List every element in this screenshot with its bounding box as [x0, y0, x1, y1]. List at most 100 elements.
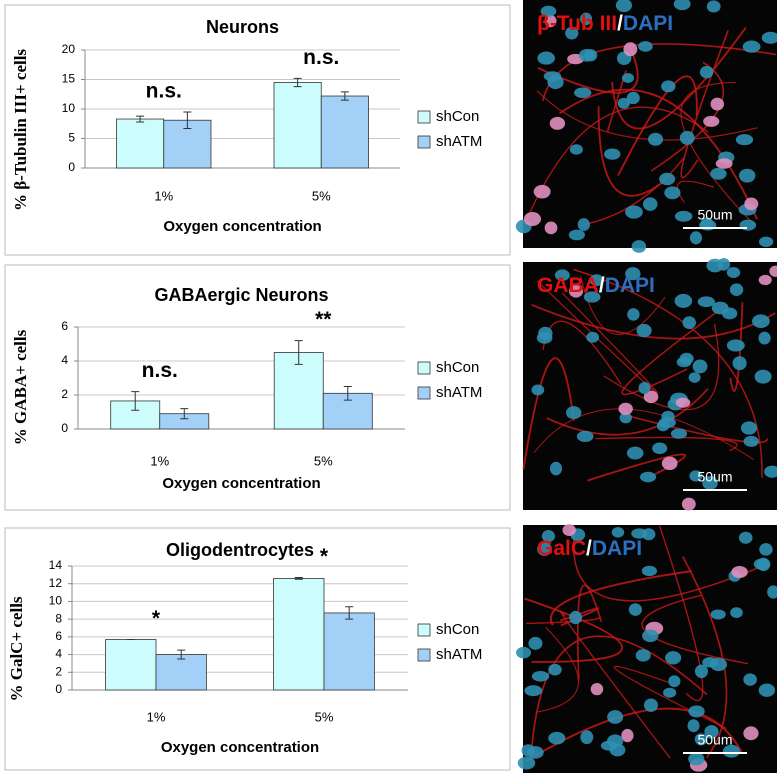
y-tick-label: 6 — [55, 629, 62, 643]
nucleus — [565, 406, 582, 420]
nucleus — [642, 528, 656, 541]
neurite — [597, 106, 666, 197]
nucleus — [738, 168, 756, 183]
stain-separator: / — [586, 537, 592, 560]
neurite — [559, 610, 671, 759]
nucleus — [661, 456, 678, 471]
bar — [323, 612, 375, 691]
nucleus — [642, 197, 658, 211]
neurite — [537, 47, 639, 94]
neurite — [676, 180, 715, 203]
error-bar — [345, 606, 354, 620]
nucleus — [726, 339, 745, 352]
stain-counterstain: DAPI — [623, 12, 673, 35]
nucleus — [638, 41, 653, 52]
legend-swatch — [417, 386, 431, 400]
error-bar — [136, 115, 145, 123]
nucleus — [742, 40, 761, 53]
nucleus — [626, 446, 644, 460]
nucleus — [531, 671, 550, 682]
neurite — [621, 303, 728, 396]
nucleus — [617, 97, 630, 109]
legend-label: shCon — [436, 108, 479, 125]
neurite — [613, 665, 727, 729]
stain-separator: / — [599, 274, 605, 297]
y-tick-label: 14 — [49, 558, 63, 572]
nucleus — [527, 746, 544, 759]
bar — [273, 578, 325, 691]
nucleus — [689, 231, 703, 245]
nucleus — [590, 683, 604, 696]
nucleus — [568, 229, 585, 241]
nucleus — [697, 296, 715, 308]
nucleus — [589, 274, 604, 287]
y-tick-label: 8 — [55, 611, 62, 625]
nucleus — [618, 402, 633, 415]
neurite — [611, 27, 747, 130]
nucleus — [702, 476, 718, 490]
nucleus — [710, 609, 726, 620]
neurite — [572, 532, 770, 602]
error-bar — [177, 649, 186, 660]
nucleus — [687, 719, 700, 733]
nucleus — [517, 756, 536, 770]
error-bar — [340, 91, 349, 101]
nucleus — [641, 565, 657, 577]
y-tick-label: 12 — [49, 576, 63, 590]
y-tick-label: 0 — [55, 682, 62, 696]
nucleus — [729, 283, 744, 297]
nucleus — [659, 172, 676, 186]
legend-label: shCon — [436, 621, 479, 638]
nucleus — [663, 687, 677, 698]
neurite — [729, 302, 744, 392]
nucleus — [717, 258, 731, 271]
legend-label: shATM — [436, 133, 482, 150]
nucleus — [738, 531, 753, 544]
nucleus — [524, 685, 543, 697]
error-bar — [294, 577, 303, 580]
nucleus — [761, 31, 777, 44]
nucleus — [623, 42, 638, 57]
legend-label: shATM — [436, 384, 482, 401]
nucleus — [528, 636, 543, 650]
stain-marker: GalC — [537, 537, 586, 560]
nucleus — [643, 698, 658, 712]
legend-swatch — [417, 135, 431, 149]
nucleus — [565, 26, 579, 40]
nucleus — [664, 186, 681, 200]
nucleus — [544, 14, 557, 28]
x-tick-label: 5% — [314, 453, 333, 468]
x-axis-label: Oxygen concentration — [162, 475, 320, 492]
nucleus — [576, 430, 594, 443]
y-axis-label: % β-Tubulin III+ cells — [11, 49, 30, 211]
nucleus — [621, 72, 635, 83]
nucleus — [569, 610, 583, 625]
x-tick-label: 5% — [315, 709, 334, 724]
nucleus — [754, 369, 772, 384]
nucleus — [580, 12, 593, 26]
nucleus — [735, 134, 754, 146]
nucleus — [538, 326, 553, 340]
nucleus — [744, 197, 759, 211]
nucleus — [547, 75, 564, 90]
legend-swatch — [417, 110, 431, 124]
legend-swatch — [417, 361, 431, 375]
neurite — [559, 88, 759, 220]
significance-label: * — [152, 607, 161, 630]
significance-label: n.s. — [303, 46, 339, 69]
nucleus — [679, 130, 695, 145]
x-tick-label: 5% — [312, 188, 331, 203]
x-tick-label: 1% — [147, 709, 166, 724]
nucleus — [580, 730, 594, 745]
nucleus — [704, 725, 719, 739]
nucleus — [739, 219, 757, 231]
nucleus — [661, 80, 676, 93]
neurite — [550, 570, 692, 626]
nucleus — [692, 359, 708, 374]
chart-frame — [4, 4, 511, 256]
nucleus — [759, 543, 773, 556]
nucleus — [703, 115, 720, 127]
nucleus — [643, 390, 659, 404]
